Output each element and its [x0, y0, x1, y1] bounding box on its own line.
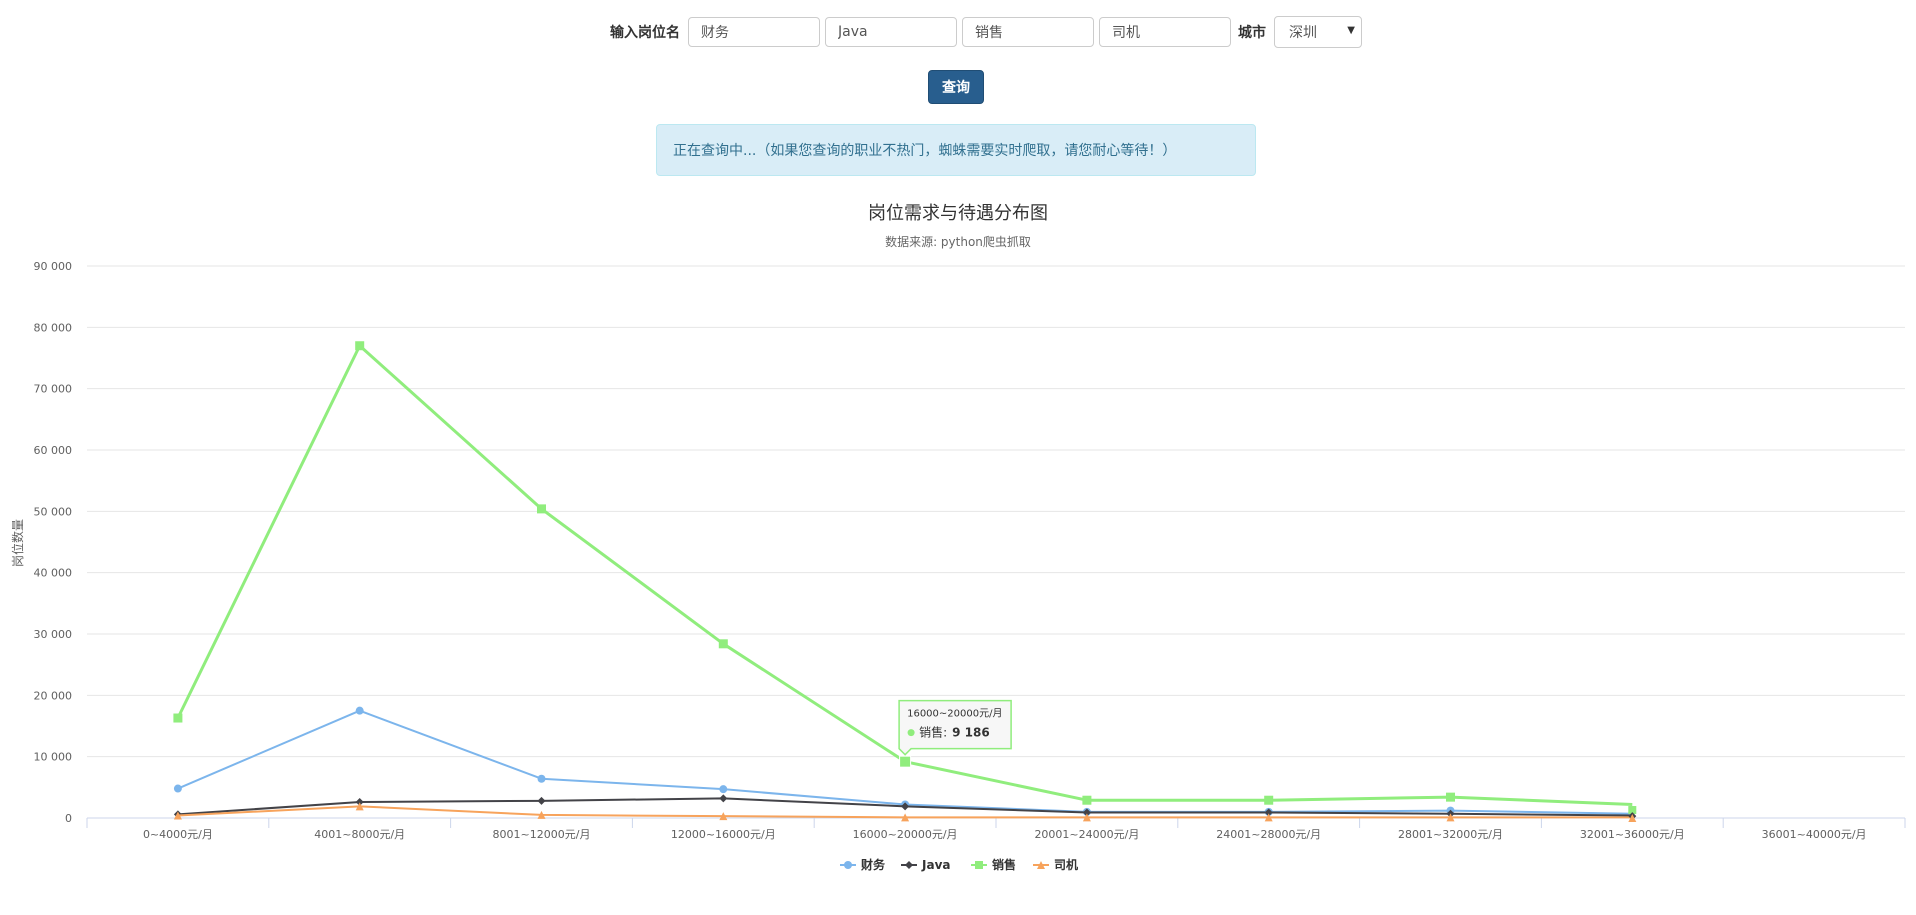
y-tick-label: 90 000: [34, 260, 73, 273]
tooltip: 16000~20000元/月销售: 9 186: [898, 699, 1012, 756]
data-point[interactable]: [905, 861, 913, 869]
data-point[interactable]: [901, 802, 910, 811]
job-name-label: 输入岗位名: [610, 25, 680, 41]
data-point[interactable]: [1264, 795, 1274, 805]
y-tick-label: 0: [65, 812, 72, 825]
data-point[interactable]: [537, 810, 546, 819]
data-point[interactable]: [1446, 792, 1455, 802]
job-input-2[interactable]: [825, 17, 957, 47]
y-tick-label: 60 000: [34, 444, 73, 457]
job-input-3[interactable]: [962, 17, 1094, 47]
query-button[interactable]: 查询: [928, 70, 984, 104]
job-input-1[interactable]: [688, 17, 820, 47]
search-form: 输入岗位名 城市 深圳 ▼: [610, 16, 1362, 48]
data-point[interactable]: [355, 341, 365, 351]
x-tick-label: 4001~8000元/月: [314, 828, 405, 841]
tooltip-category: 16000~20000元/月: [907, 708, 1002, 720]
status-alert-text: 正在查询中...（如果您查询的职业不热门，蜘蛛需要实时爬取，请您耐心等待！）: [673, 143, 1177, 159]
data-point[interactable]: [173, 784, 182, 793]
x-tick-label: 32001~36000元/月: [1580, 828, 1685, 841]
data-point[interactable]: [355, 706, 364, 715]
legend-label: Java: [921, 858, 950, 872]
data-point[interactable]: [1082, 795, 1092, 805]
y-tick-label: 70 000: [34, 383, 73, 396]
data-point[interactable]: [1446, 813, 1455, 822]
city-label: 城市: [1238, 25, 1266, 41]
job-salary-chart: 岗位需求与待遇分布图 数据来源: python爬虫抓取 0 10 000 20 00…: [10, 203, 1906, 872]
data-point[interactable]: [173, 811, 182, 820]
tooltip-series: 销售:: [919, 725, 947, 740]
y-tick-label: 20 000: [34, 689, 73, 702]
data-point[interactable]: [975, 861, 983, 869]
y-tick-label: 50 000: [34, 505, 73, 518]
data-point[interactable]: [1264, 808, 1273, 817]
data-point[interactable]: [1082, 813, 1091, 822]
chart-subtitle: 数据来源: python爬虫抓取: [885, 234, 1031, 249]
data-point[interactable]: [1628, 806, 1637, 815]
data-point[interactable]: [901, 813, 910, 822]
series-司机: [173, 802, 1633, 822]
data-point[interactable]: [719, 812, 728, 821]
x-tick-label: 8001~12000元/月: [493, 828, 591, 841]
data-point[interactable]: [173, 713, 183, 723]
tooltip-marker: [907, 729, 915, 737]
data-point[interactable]: [537, 796, 546, 805]
legend-label: 司机: [1054, 857, 1078, 872]
tooltip-box: [898, 699, 1012, 756]
data-point[interactable]: [1082, 808, 1091, 817]
chevron-down-icon: ▼: [1347, 25, 1355, 36]
hovered-point[interactable]: [899, 755, 912, 768]
legend-item-销售[interactable]: 销售: [971, 857, 1016, 872]
data-point[interactable]: [718, 639, 728, 649]
data-point[interactable]: [537, 774, 546, 783]
data-point[interactable]: [719, 794, 728, 803]
y-tick-label: 10 000: [34, 751, 73, 764]
city-select-value: 深圳: [1289, 25, 1317, 41]
legend-item-Java[interactable]: Java: [901, 858, 950, 872]
x-tick-label: 28001~32000元/月: [1398, 828, 1503, 841]
y-tick-label: 40 000: [34, 567, 73, 580]
data-point[interactable]: [355, 798, 364, 807]
y-tick-label: 80 000: [34, 321, 73, 334]
chart-title: 岗位需求与待遇分布图: [868, 203, 1048, 224]
data-point[interactable]: [537, 504, 546, 514]
x-tick-label: 16000~20000元/月: [853, 828, 958, 841]
data-point[interactable]: [844, 861, 852, 869]
data-point[interactable]: [719, 785, 728, 794]
legend-item-财务[interactable]: 财务: [840, 857, 886, 872]
data-point[interactable]: [1037, 861, 1045, 869]
legend-label: 财务: [860, 857, 886, 872]
data-point[interactable]: [1264, 813, 1273, 822]
data-point[interactable]: [355, 802, 364, 811]
job-input-4[interactable]: [1099, 17, 1231, 47]
x-tick-label: 24001~28000元/月: [1216, 828, 1321, 841]
x-tick-label: 36001~40000元/月: [1762, 828, 1867, 841]
x-tick-label: 12000~16000元/月: [671, 828, 776, 841]
y-axis-title: 岗位数量: [10, 519, 25, 567]
y-tick-label: 30 000: [34, 628, 73, 641]
tooltip-value: 9 186: [952, 726, 990, 740]
x-tick-label: 20001~24000元/月: [1034, 828, 1139, 841]
legend-label: 销售: [992, 857, 1016, 872]
legend-item-司机[interactable]: 司机: [1033, 857, 1078, 872]
x-tick-label: 0~4000元/月: [143, 828, 213, 841]
city-select[interactable]: 深圳 ▼: [1274, 16, 1362, 48]
status-alert: 正在查询中...（如果您查询的职业不热门，蜘蛛需要实时爬取，请您耐心等待！）: [656, 124, 1256, 176]
data-point[interactable]: [1628, 814, 1637, 822]
